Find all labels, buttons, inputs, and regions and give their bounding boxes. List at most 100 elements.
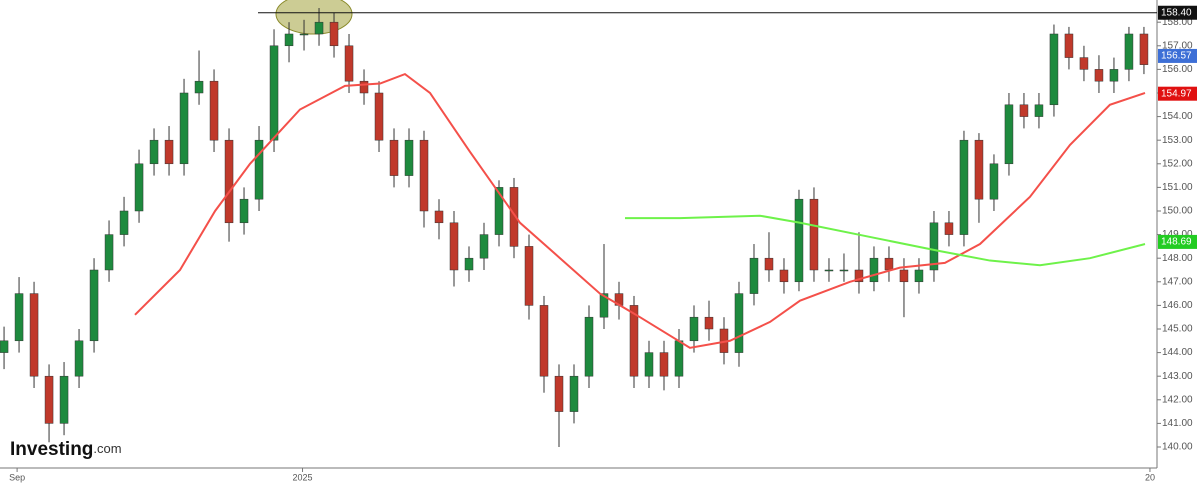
candle-body	[1094, 69, 1104, 82]
y-tick-label: 141.00	[1162, 418, 1193, 429]
candle-body	[374, 92, 384, 141]
candle-body	[734, 293, 744, 353]
candle-body	[314, 21, 324, 35]
highlight-ellipse	[275, 0, 353, 35]
y-tick-label: 158.00	[1162, 17, 1193, 28]
candle-body	[764, 257, 774, 271]
y-tick-label: 148.00	[1162, 253, 1193, 264]
brand-logo: Investing.com	[10, 439, 122, 460]
candle-body	[749, 257, 759, 294]
candle-body	[899, 269, 909, 283]
candle-body	[404, 139, 414, 176]
y-tick-label: 152.00	[1162, 158, 1193, 169]
candle-body	[1064, 33, 1074, 58]
candle-body	[344, 45, 354, 82]
y-tick-label: 142.00	[1162, 394, 1193, 405]
y-tick-label: 144.00	[1162, 347, 1193, 358]
y-tick-label: 150.00	[1162, 206, 1193, 217]
candle-body	[959, 139, 969, 235]
candle-body	[839, 269, 849, 272]
candle-body	[1109, 69, 1119, 82]
candle-body	[194, 80, 204, 94]
candle-body	[509, 187, 519, 247]
candle-body	[269, 45, 279, 141]
y-tick-label: 149.00	[1162, 229, 1193, 240]
candle-body	[134, 163, 144, 212]
candle-body	[449, 222, 459, 271]
price-label-box	[1158, 48, 1197, 63]
candle-body	[209, 80, 219, 141]
candle-body	[809, 198, 819, 271]
candle-body	[389, 139, 399, 176]
candle-body	[149, 139, 159, 165]
candle-body	[29, 293, 39, 377]
candle-body	[224, 139, 234, 224]
candle-body	[674, 340, 684, 377]
candle-body	[104, 234, 114, 271]
y-tick-label: 147.00	[1162, 276, 1193, 287]
moving-average-line	[134, 72, 1146, 349]
moving-average-line	[624, 214, 1146, 267]
y-tick-label: 153.00	[1162, 135, 1193, 146]
y-tick-label: 146.00	[1162, 300, 1193, 311]
candle-body	[779, 269, 789, 283]
candle-body	[1139, 33, 1149, 65]
candle-body	[1004, 104, 1014, 165]
candle-body	[119, 210, 129, 235]
candle-body	[884, 257, 894, 271]
price-label: 154.97	[1161, 88, 1192, 99]
y-tick-label: 140.00	[1162, 442, 1193, 453]
candle-body	[299, 33, 309, 36]
candle-body	[584, 316, 594, 377]
candle-body	[989, 163, 999, 200]
candle-body	[1034, 104, 1044, 117]
candle-body	[824, 269, 834, 272]
candle-body	[1079, 57, 1089, 70]
candle-body	[794, 198, 804, 283]
candle-body	[284, 33, 294, 47]
y-tick-label: 145.00	[1162, 324, 1193, 335]
x-tick-label: 20	[1145, 472, 1155, 482]
candle-body	[644, 352, 654, 377]
candle-body	[14, 293, 24, 342]
candle-body	[164, 139, 174, 165]
candle-body	[359, 80, 369, 94]
candle-body	[524, 246, 534, 306]
candle-body	[599, 293, 609, 318]
marks	[0, 8, 1149, 447]
candle-body	[944, 222, 954, 235]
candle-body	[854, 269, 864, 283]
price-label: 158.40	[1161, 7, 1192, 18]
price-label: 156.57	[1161, 51, 1192, 62]
candle-body	[869, 257, 879, 283]
candle-body	[704, 316, 714, 330]
price-label-box	[1158, 86, 1197, 101]
x-tick-label: Sep	[9, 472, 25, 482]
candle-body	[539, 305, 549, 377]
y-tick-label: 154.00	[1162, 111, 1193, 122]
candle-body	[59, 375, 69, 424]
candle-body	[689, 316, 699, 342]
candle-body	[1124, 33, 1134, 70]
candle-body	[89, 269, 99, 342]
candle-body	[479, 234, 489, 259]
candle-body	[494, 187, 504, 235]
brand-suffix: .com	[93, 441, 121, 456]
price-label-box	[1158, 234, 1197, 249]
price-label: 148.69	[1161, 237, 1192, 248]
candle-body	[74, 340, 84, 377]
candle-body	[629, 305, 639, 377]
y-tick-label: 156.00	[1162, 64, 1193, 75]
candle-body	[554, 375, 564, 412]
candle-body	[974, 139, 984, 200]
y-tick-label: 151.00	[1162, 182, 1193, 193]
candle-body	[0, 340, 9, 353]
candle-body	[1049, 33, 1059, 106]
candle-body	[1019, 104, 1029, 117]
candle-body	[179, 92, 189, 165]
candle-body	[434, 210, 444, 224]
candle-body	[254, 139, 264, 200]
candle-body	[929, 222, 939, 271]
y-tick-label: 157.00	[1162, 40, 1193, 51]
